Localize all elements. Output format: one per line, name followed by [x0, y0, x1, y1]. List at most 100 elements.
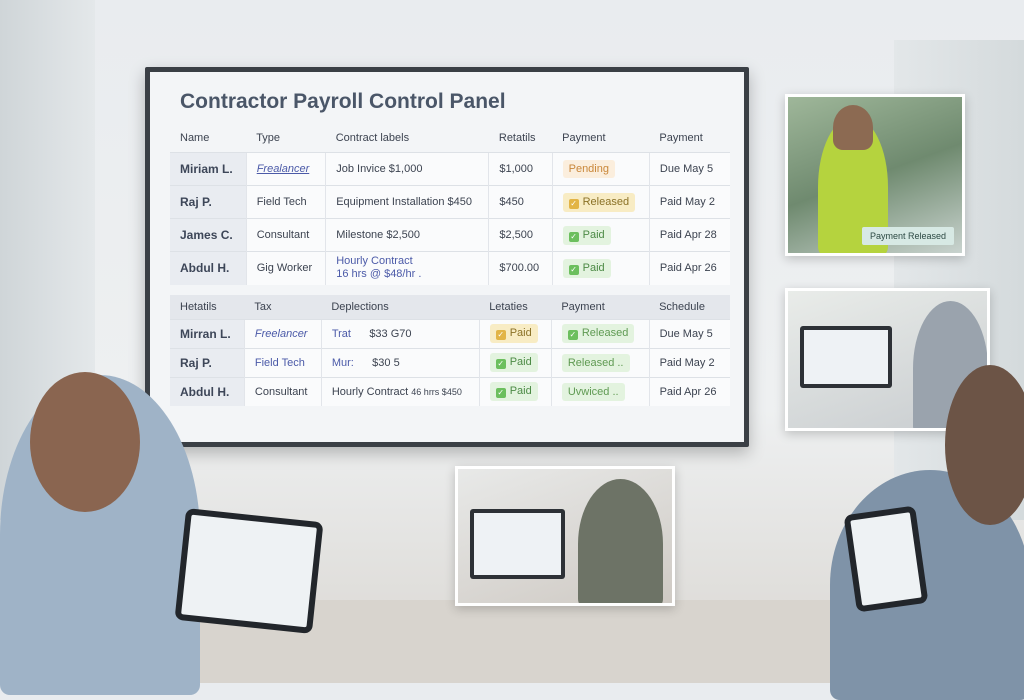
check-icon: ✓	[495, 330, 506, 340]
col-header: Name	[180, 132, 210, 144]
status-text: Paid	[509, 356, 532, 368]
col-header: Contract labels	[335, 132, 410, 144]
status-badge: ✓ Paid	[489, 353, 538, 372]
status-badge: ✓ Released	[561, 324, 635, 343]
schedule-cell: Paid May 2	[648, 185, 730, 219]
col-header: Schedule	[649, 294, 730, 319]
status-badge: Uvwiced ..	[561, 382, 625, 401]
col-header: Letatiеs	[479, 294, 552, 319]
status-badge: Released ..	[561, 353, 630, 372]
schedule-cell: Paid Apr 28	[648, 218, 730, 252]
tax-cell: Field Tech	[243, 347, 322, 377]
deduction-label: Trat	[331, 327, 351, 340]
check-icon: ✓	[567, 330, 578, 340]
name-cell: Mirran L.	[170, 318, 245, 348]
table-row[interactable]: Mirran L. Freelancer Trat $33 G70 ✓ Paid …	[170, 318, 730, 348]
table-row[interactable]: Abdul H. Gig Worker Hourly Contract 16 hr…	[170, 251, 730, 285]
amount-cell: $700.00	[488, 251, 553, 285]
col-header: Payment	[562, 132, 606, 144]
table-row[interactable]: Raj P. Field Tech Equipment Installation…	[170, 185, 730, 219]
check-icon: ✓	[568, 198, 579, 209]
laptop	[470, 509, 565, 579]
payroll-panel: Contractor Payroll Control Panel Name Ty…	[150, 72, 744, 442]
payments-table: Name Type Contract labels Retatils Payme…	[170, 124, 730, 285]
name-cell: Abdul H.	[170, 376, 245, 406]
payment-released-tag: Payment Released	[861, 227, 954, 245]
status-cell: Pending	[551, 152, 650, 186]
payment-cell: Uvwiced ..	[550, 376, 650, 406]
col-header: Payment	[659, 132, 703, 144]
schedule-cell: Paid Apr 26	[648, 376, 730, 406]
deduction-cell: Trat $33 G70	[320, 318, 480, 348]
col-header: Payment	[551, 294, 650, 319]
person-figure	[578, 479, 663, 603]
tablet	[174, 508, 324, 634]
status-text: Paid	[509, 327, 532, 339]
deduction-value: $30 5	[372, 356, 400, 369]
schedule-cell: Paid Apr 26	[648, 251, 730, 285]
status-cell: ✓ Paid	[478, 376, 552, 406]
deduction-value: 46 hrrs $450	[411, 386, 462, 397]
status-cell: ✓ Released	[551, 185, 650, 219]
label-line: Hourly Contract	[336, 255, 413, 268]
col-header: Retatils	[498, 132, 536, 144]
deduction-label: Hourly Contract	[331, 385, 409, 398]
schedule-cell: Paid May 2	[648, 347, 730, 377]
name-cell: Miriam L.	[170, 152, 247, 186]
page-title: Contractor Payroll Control Panel	[180, 90, 506, 113]
field-worker-photo: Payment Released	[785, 94, 965, 256]
amount-cell: $1,000	[488, 152, 553, 186]
desk-worker-photo	[455, 466, 675, 606]
name-cell: James C.	[170, 218, 247, 252]
col-header: Hetatils	[170, 294, 245, 319]
status-text: Paid	[582, 261, 605, 274]
col-header: Deplections	[321, 294, 480, 319]
status-text: Released	[582, 195, 630, 208]
table-row[interactable]: Abdul H. Consultant Hourly Contract 46 h…	[170, 376, 730, 406]
status-badge: ✓ Paid	[489, 382, 538, 402]
amount-cell: $2,500	[488, 218, 553, 252]
table-row[interactable]: James C. Consultant Milestone $2,500 $2,…	[170, 218, 730, 252]
status-badge: ✓ Paid	[489, 324, 538, 343]
person-left-head	[30, 372, 140, 512]
check-icon: ✓	[568, 231, 579, 242]
type-cell: Field Tech	[245, 185, 326, 219]
type-cell: Gig Worker	[245, 251, 326, 285]
status-text: Paid	[509, 385, 532, 398]
deductions-table: Hetatils Tax Deplections Letatiеs Paymen…	[170, 294, 730, 406]
status-badge: ✓ Released	[562, 192, 636, 212]
label-cell: Equipment Installation $450	[325, 185, 489, 219]
name-cell: Raj P.	[170, 185, 247, 219]
label-cell: Job Invice $1,000	[325, 152, 489, 186]
status-badge: ✓ Paid	[562, 225, 611, 245]
col-header: Tax	[244, 294, 322, 319]
table-row[interactable]: Raj P. Field Tech Mur: $30 5 ✓ Paid Relea…	[170, 347, 730, 377]
laptop	[800, 326, 892, 388]
status-text: Paid	[582, 228, 605, 241]
table-row[interactable]: Miriam L. Frealancer Job Invice $1,000 $…	[170, 152, 730, 186]
status-cell: ✓ Paid	[478, 347, 552, 377]
label-cell: Hourly Contract 16 hrs @ $48/hr .	[325, 251, 489, 285]
schedule-cell: Due May 5	[648, 152, 730, 186]
deduction-label: Mur:	[331, 356, 354, 369]
type-link[interactable]: Frealancer	[245, 152, 326, 186]
tax-cell: Consultant	[243, 376, 322, 406]
col-header: Type	[256, 132, 281, 144]
label-cell: Milestone $2,500	[325, 218, 489, 252]
status-badge: ✓ Paid	[562, 258, 611, 278]
status-cell: ✓ Paid	[551, 251, 650, 285]
schedule-cell: Due May 5	[648, 318, 730, 348]
name-cell: Abdul H.	[170, 251, 247, 285]
phone	[843, 505, 929, 613]
payment-cell: Released ..	[550, 347, 650, 377]
person-right-head	[945, 365, 1024, 525]
status-badge: Pending	[562, 160, 615, 178]
check-icon: ✓	[495, 359, 506, 369]
amount-cell: $450	[488, 185, 553, 219]
deduction-cell: Mur: $30 5	[320, 347, 480, 377]
type-cell: Consultant	[245, 218, 326, 252]
check-icon: ✓	[495, 388, 506, 399]
worker-head	[833, 105, 873, 150]
check-icon: ✓	[568, 264, 579, 275]
status-cell: ✓ Paid	[551, 218, 650, 252]
